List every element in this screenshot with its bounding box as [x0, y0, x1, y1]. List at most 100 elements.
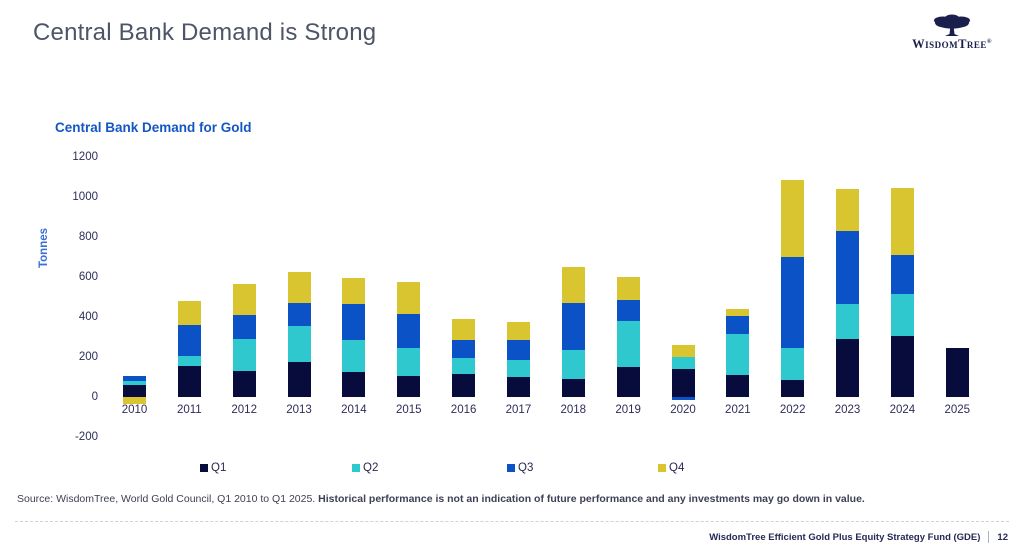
x-axis-tick-2012: 2012 — [231, 404, 257, 416]
bar-segment-q4-2018 — [561, 267, 585, 303]
x-axis-tick-2016: 2016 — [450, 404, 477, 416]
bar-segment-q2-2016 — [452, 358, 476, 374]
bar-segment-q1-2011 — [177, 366, 201, 397]
x-axis-tick-2021: 2021 — [725, 404, 751, 416]
bar-segment-q2-2024 — [890, 294, 914, 337]
x-axis-tick-2011: 2011 — [176, 404, 202, 416]
x-axis-tick-2020: 2020 — [670, 404, 696, 416]
legend-label: Q1 — [211, 462, 227, 474]
wisdomtree-logo-text: WisdomTree® — [912, 37, 992, 51]
bar-segment-q3-2020 — [671, 397, 695, 400]
bar-segment-q3-2022 — [781, 257, 805, 349]
bar-segment-q1-2018 — [561, 379, 585, 397]
source-text: Source: WisdomTree, World Gold Council, … — [17, 493, 319, 505]
y-axis-tick: 600 — [78, 271, 98, 284]
y-axis-tick: 0 — [91, 391, 98, 403]
y-axis-tick: 1200 — [72, 151, 98, 164]
bar-segment-q2-2023 — [836, 304, 860, 340]
bar-segment-q3-2011 — [177, 324, 201, 357]
bar-segment-q3-2014 — [342, 304, 366, 340]
bar-segment-q3-2018 — [561, 302, 585, 351]
bar-segment-q4-2010 — [123, 397, 146, 404]
bar-segment-q2-2012 — [232, 338, 256, 372]
bar-segment-q4-2013 — [287, 271, 311, 303]
bar-segment-q4-2020 — [671, 344, 695, 358]
bar-segment-q2-2010 — [123, 381, 146, 386]
legend-item-q4: Q4 — [658, 462, 684, 474]
bar-segment-q1-2024 — [890, 336, 914, 397]
y-axis-tick: 1000 — [72, 191, 98, 204]
x-axis-tick-2023: 2023 — [834, 404, 861, 416]
bar-segment-q4-2022 — [781, 180, 805, 258]
footer-page-separator — [988, 531, 990, 543]
legend-label: Q3 — [518, 462, 534, 474]
bar-segment-q4-2016 — [452, 318, 476, 341]
bar-segment-q2-2020 — [671, 357, 695, 370]
legend-item-q1: Q1 — [200, 462, 226, 474]
wisdomtree-tree-icon — [934, 14, 970, 36]
bar-segment-q1-2019 — [616, 367, 640, 397]
bar-segment-q1-2021 — [726, 374, 750, 397]
legend-swatch-q3 — [507, 464, 515, 472]
bar-segment-q4-2011 — [177, 300, 201, 325]
bar-segment-q2-2021 — [726, 333, 750, 375]
bar-segment-q1-2023 — [836, 339, 860, 397]
legend-item-q3: Q3 — [507, 462, 533, 474]
bar-segment-q1-2012 — [232, 371, 256, 397]
bar-segment-q4-2017 — [506, 321, 530, 340]
x-axis-tick-2024: 2024 — [889, 404, 916, 416]
footer-page-number: 12 — [997, 531, 1008, 543]
bar-segment-q4-2023 — [836, 189, 860, 232]
y-axis-tick: -200 — [74, 430, 98, 443]
bar-segment-q2-2022 — [781, 348, 805, 381]
legend-item-q2: Q2 — [352, 462, 378, 474]
x-axis-tick-2017: 2017 — [505, 404, 532, 416]
page-title: Central Bank Demand is Strong — [33, 19, 377, 46]
bar-segment-q4-2021 — [726, 308, 750, 316]
bar-segment-q3-2010 — [123, 375, 146, 382]
footer-divider — [15, 521, 1009, 522]
bar-segment-q1-2010 — [123, 385, 146, 397]
legend-swatch-q2 — [352, 464, 360, 472]
y-axis-tick: 800 — [78, 231, 98, 244]
source-line: Source: WisdomTree, World Gold Council, … — [17, 493, 865, 505]
bar-segment-q3-2017 — [506, 339, 530, 360]
bar-segment-q2-2011 — [177, 356, 201, 367]
bar-segment-q2-2017 — [506, 359, 530, 378]
bar-segment-q1-2015 — [397, 375, 421, 397]
legend-label: Q2 — [363, 462, 379, 474]
x-axis-tick-2018: 2018 — [560, 404, 587, 416]
footer: WisdomTree Efficient Gold Plus Equity St… — [709, 531, 1008, 543]
bar-segment-q3-2024 — [890, 255, 914, 295]
bar-segment-q3-2016 — [452, 340, 476, 359]
bar-segment-q1-2013 — [287, 362, 311, 397]
footer-fund-name: WisdomTree Efficient Gold Plus Equity St… — [709, 531, 981, 543]
bar-segment-q4-2019 — [616, 276, 640, 301]
bar-segment-q4-2024 — [890, 188, 914, 256]
bar-segment-q4-2015 — [397, 282, 421, 314]
wisdomtree-logo: WisdomTree® — [904, 12, 1000, 51]
legend-swatch-q4 — [658, 464, 666, 472]
bar-segment-q2-2013 — [287, 325, 311, 363]
x-axis-tick-2015: 2015 — [395, 404, 422, 416]
bar-segment-q1-2025 — [945, 348, 969, 397]
bar-segment-q1-2022 — [781, 380, 805, 397]
x-axis-tick-2022: 2022 — [779, 404, 806, 416]
x-axis-tick-2025: 2025 — [944, 404, 971, 416]
y-axis-tick: 400 — [78, 311, 98, 324]
bar-segment-q2-2018 — [561, 350, 585, 380]
bar-segment-q2-2019 — [616, 320, 640, 368]
bar-segment-q2-2015 — [397, 348, 421, 376]
chart-title: Central Bank Demand for Gold — [55, 120, 252, 135]
bar-segment-q3-2013 — [287, 302, 311, 326]
bar-segment-q3-2023 — [836, 231, 860, 305]
x-axis-tick-2013: 2013 — [286, 404, 312, 416]
x-axis-tick-2019: 2019 — [615, 404, 641, 416]
x-axis-tick-2014: 2014 — [341, 404, 367, 416]
bar-segment-q1-2017 — [506, 377, 530, 397]
legend-label: Q4 — [669, 462, 685, 474]
bar-segment-q1-2014 — [342, 372, 366, 397]
bar-segment-q4-2012 — [232, 284, 256, 316]
bar-segment-q1-2020 — [671, 369, 695, 397]
bar-segment-q3-2012 — [232, 315, 256, 339]
